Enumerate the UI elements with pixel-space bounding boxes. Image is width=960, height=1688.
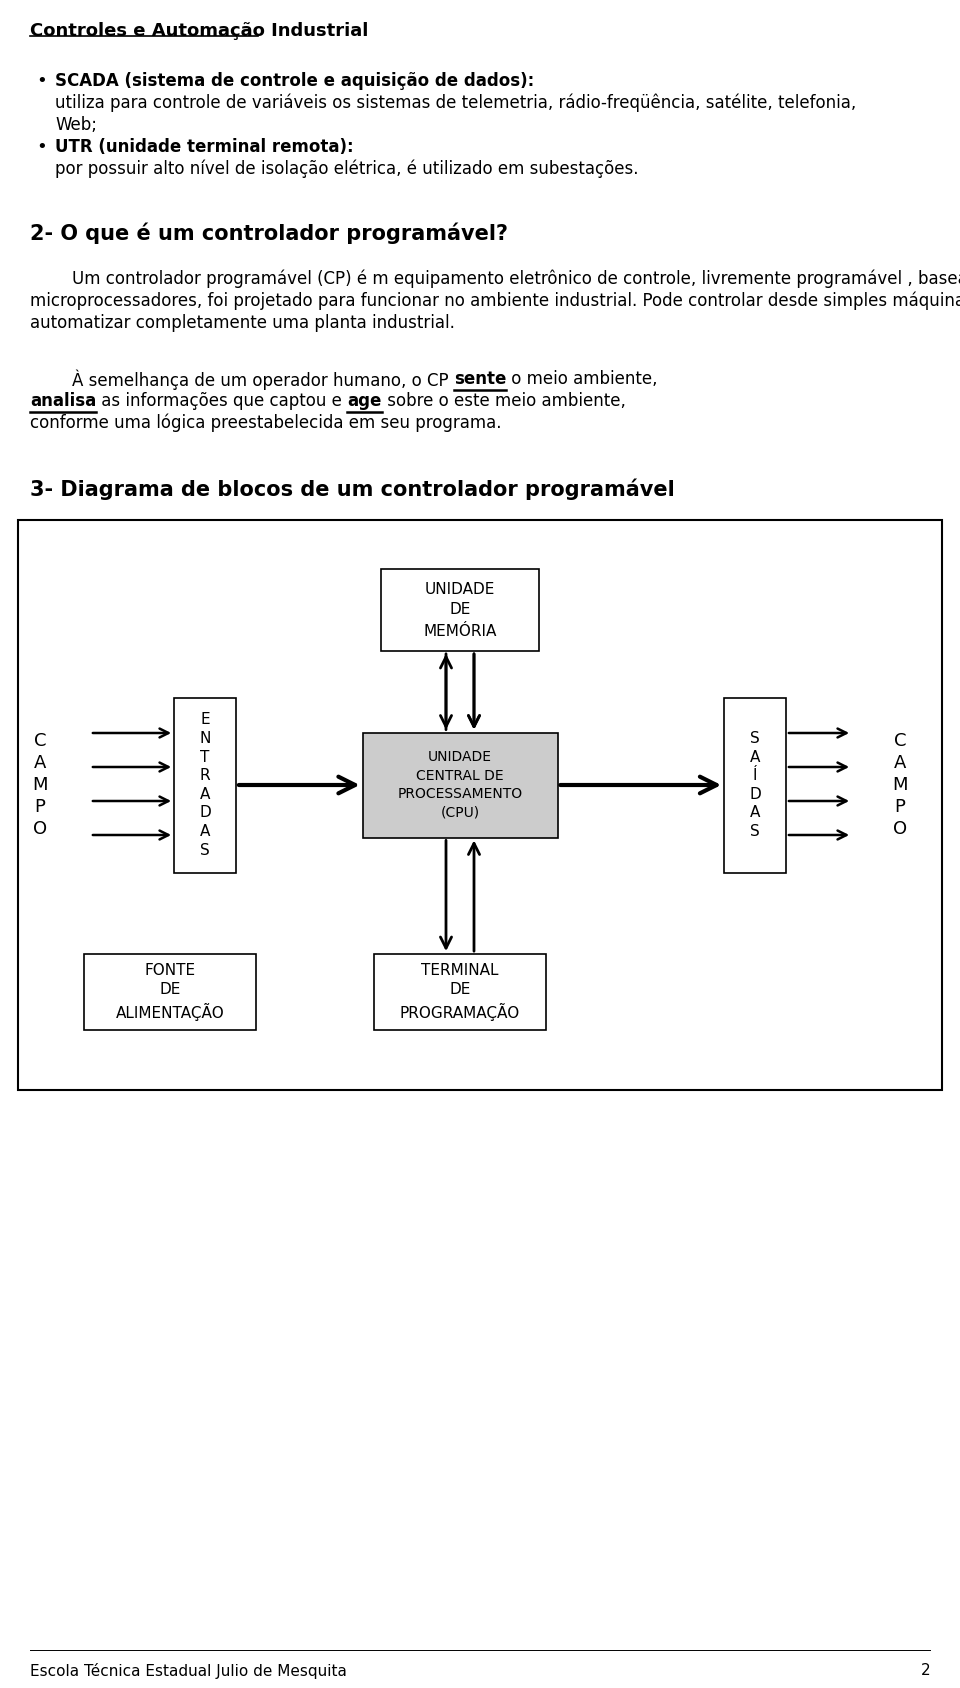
Text: S
A
Í
D
A
S: S A Í D A S (749, 731, 761, 839)
Text: TERMINAL
DE
PROGRAMAÇÃO: TERMINAL DE PROGRAMAÇÃO (400, 962, 520, 1021)
Text: Escola Técnica Estadual Julio de Mesquita: Escola Técnica Estadual Julio de Mesquit… (30, 1663, 347, 1680)
Text: FONTE
DE
ALIMENTAÇÃO: FONTE DE ALIMENTAÇÃO (115, 962, 225, 1021)
Text: microprocessadores, foi projetado para funcionar no ambiente industrial. Pode co: microprocessadores, foi projetado para f… (30, 292, 960, 311)
Bar (363, 733, 558, 837)
Text: automatizar completamente uma planta industrial.: automatizar completamente uma planta ind… (30, 314, 455, 333)
Text: •: • (36, 73, 47, 89)
Text: À semelhança de um operador humano, o CP: À semelhança de um operador humano, o CP (30, 370, 454, 390)
Text: por possuir alto nível de isolação elétrica, é utilizado em subestações.: por possuir alto nível de isolação elétr… (55, 160, 638, 179)
Text: E
N
T
R
A
D
A
S: E N T R A D A S (199, 712, 211, 858)
Text: •: • (36, 138, 47, 155)
Text: age: age (348, 392, 382, 410)
Text: sente: sente (454, 370, 506, 388)
Text: C
A
M
P
O: C A M P O (892, 731, 908, 839)
Text: 2- O que é um controlador programável?: 2- O que é um controlador programável? (30, 223, 508, 243)
Text: utiliza para controle de variáveis os sistemas de telemetria, rádio-freqüência, : utiliza para controle de variáveis os si… (55, 95, 856, 113)
Bar (724, 697, 786, 873)
Text: conforme uma lógica preestabelecida em seu programa.: conforme uma lógica preestabelecida em s… (30, 414, 501, 432)
Text: Web;: Web; (55, 116, 97, 133)
Text: UNIDADE
CENTRAL DE
PROCESSAMENTO
(CPU): UNIDADE CENTRAL DE PROCESSAMENTO (CPU) (397, 751, 522, 820)
Text: C
A
M
P
O: C A M P O (33, 731, 48, 839)
Text: Um controlador programável (CP) é m equipamento eletrônico de controle, livremen: Um controlador programável (CP) é m equi… (30, 270, 960, 289)
Bar (84, 954, 256, 1030)
Text: 2: 2 (921, 1663, 930, 1678)
Text: sobre o este meio ambiente,: sobre o este meio ambiente, (382, 392, 626, 410)
Text: 3- Diagrama de blocos de um controlador programável: 3- Diagrama de blocos de um controlador … (30, 478, 675, 500)
Text: o meio ambiente,: o meio ambiente, (506, 370, 658, 388)
Bar (381, 569, 539, 652)
Text: UTR (unidade terminal remota):: UTR (unidade terminal remota): (55, 138, 353, 155)
Bar (374, 954, 546, 1030)
Text: as informações que captou e: as informações que captou e (96, 392, 348, 410)
Text: analisa: analisa (30, 392, 96, 410)
Bar (18, 520, 942, 1090)
Text: SCADA (sistema de controle e aquisição de dados):: SCADA (sistema de controle e aquisição d… (55, 73, 535, 89)
Bar (174, 697, 236, 873)
Text: UNIDADE
DE
MEMÓRIA: UNIDADE DE MEMÓRIA (423, 581, 496, 638)
Text: Controles e Automação Industrial: Controles e Automação Industrial (30, 22, 369, 41)
